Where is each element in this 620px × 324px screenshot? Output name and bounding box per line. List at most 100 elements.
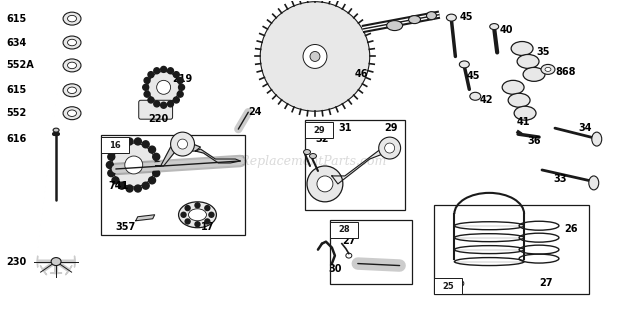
Circle shape — [112, 177, 119, 184]
Circle shape — [167, 101, 174, 107]
Text: 29: 29 — [313, 126, 325, 135]
Circle shape — [310, 52, 320, 62]
Circle shape — [153, 153, 160, 160]
Text: 29: 29 — [384, 123, 398, 133]
Text: 42: 42 — [479, 95, 493, 105]
Ellipse shape — [53, 128, 59, 132]
FancyArrowPatch shape — [37, 256, 53, 267]
Ellipse shape — [517, 54, 539, 68]
Circle shape — [112, 143, 156, 187]
Text: eReplacementParts.com: eReplacementParts.com — [233, 156, 387, 168]
Text: 26: 26 — [564, 224, 577, 234]
Text: 868: 868 — [555, 67, 575, 77]
Text: 35: 35 — [536, 48, 549, 57]
Ellipse shape — [387, 21, 402, 30]
Circle shape — [179, 84, 185, 90]
Circle shape — [135, 138, 141, 145]
Polygon shape — [156, 141, 200, 166]
Text: 27: 27 — [539, 278, 552, 288]
Circle shape — [154, 68, 160, 74]
Circle shape — [174, 72, 179, 78]
Text: 357: 357 — [116, 222, 136, 232]
Ellipse shape — [502, 80, 524, 94]
Circle shape — [161, 102, 167, 108]
Circle shape — [108, 153, 115, 160]
Ellipse shape — [470, 92, 480, 100]
Text: 230: 230 — [6, 257, 27, 267]
Circle shape — [142, 141, 149, 148]
Circle shape — [135, 185, 141, 192]
Text: 616: 616 — [6, 134, 27, 144]
Text: 28: 28 — [338, 225, 350, 234]
Circle shape — [185, 219, 190, 224]
Polygon shape — [332, 146, 388, 184]
Circle shape — [149, 146, 156, 153]
Ellipse shape — [51, 258, 61, 266]
Circle shape — [185, 206, 190, 211]
Circle shape — [384, 143, 395, 153]
Text: 634: 634 — [6, 38, 27, 48]
Circle shape — [157, 80, 171, 94]
FancyArrowPatch shape — [51, 264, 61, 274]
Text: 30: 30 — [328, 263, 342, 273]
Circle shape — [174, 97, 179, 103]
Text: 45: 45 — [466, 71, 480, 81]
Circle shape — [118, 182, 125, 189]
FancyArrowPatch shape — [40, 262, 55, 275]
Text: 33: 33 — [553, 174, 567, 184]
Circle shape — [181, 212, 186, 217]
Bar — [330, 222, 358, 238]
Ellipse shape — [409, 16, 420, 24]
FancyBboxPatch shape — [139, 100, 172, 119]
Ellipse shape — [511, 41, 533, 55]
Ellipse shape — [427, 12, 436, 20]
Ellipse shape — [541, 64, 555, 75]
Ellipse shape — [68, 87, 76, 94]
Circle shape — [205, 219, 210, 224]
Circle shape — [177, 91, 183, 97]
Circle shape — [149, 177, 156, 184]
Circle shape — [126, 185, 133, 192]
Circle shape — [260, 2, 370, 111]
Ellipse shape — [459, 61, 469, 68]
Polygon shape — [195, 149, 241, 163]
Circle shape — [153, 170, 160, 177]
Ellipse shape — [68, 15, 76, 22]
Circle shape — [154, 101, 160, 107]
Text: 552: 552 — [6, 108, 27, 118]
FancyArrowPatch shape — [59, 256, 75, 267]
Text: 17: 17 — [200, 222, 214, 232]
Circle shape — [167, 68, 174, 74]
Text: 46: 46 — [355, 69, 368, 79]
Text: 27: 27 — [342, 236, 355, 246]
Circle shape — [205, 206, 210, 211]
Circle shape — [143, 84, 149, 90]
Text: 615: 615 — [6, 85, 27, 95]
Text: 741: 741 — [109, 181, 129, 191]
Circle shape — [118, 141, 125, 148]
Ellipse shape — [63, 12, 81, 25]
Text: 31: 31 — [338, 123, 352, 133]
Ellipse shape — [591, 132, 602, 146]
Circle shape — [195, 222, 200, 227]
Circle shape — [154, 161, 161, 168]
Text: 40: 40 — [499, 25, 513, 35]
Text: 41: 41 — [517, 117, 531, 127]
Circle shape — [195, 203, 200, 208]
Circle shape — [307, 166, 343, 202]
Text: 615: 615 — [6, 14, 27, 24]
Bar — [305, 122, 333, 138]
Text: 25: 25 — [443, 282, 454, 291]
Text: 219: 219 — [172, 74, 193, 84]
Ellipse shape — [545, 67, 551, 71]
Circle shape — [303, 44, 327, 68]
Bar — [305, 120, 405, 210]
Ellipse shape — [589, 176, 599, 190]
Circle shape — [144, 77, 150, 84]
Text: 16: 16 — [109, 141, 121, 150]
Text: 24: 24 — [248, 107, 262, 117]
Text: 220: 220 — [149, 114, 169, 124]
Ellipse shape — [514, 106, 536, 120]
Circle shape — [108, 170, 115, 177]
Text: 36: 36 — [527, 136, 541, 146]
